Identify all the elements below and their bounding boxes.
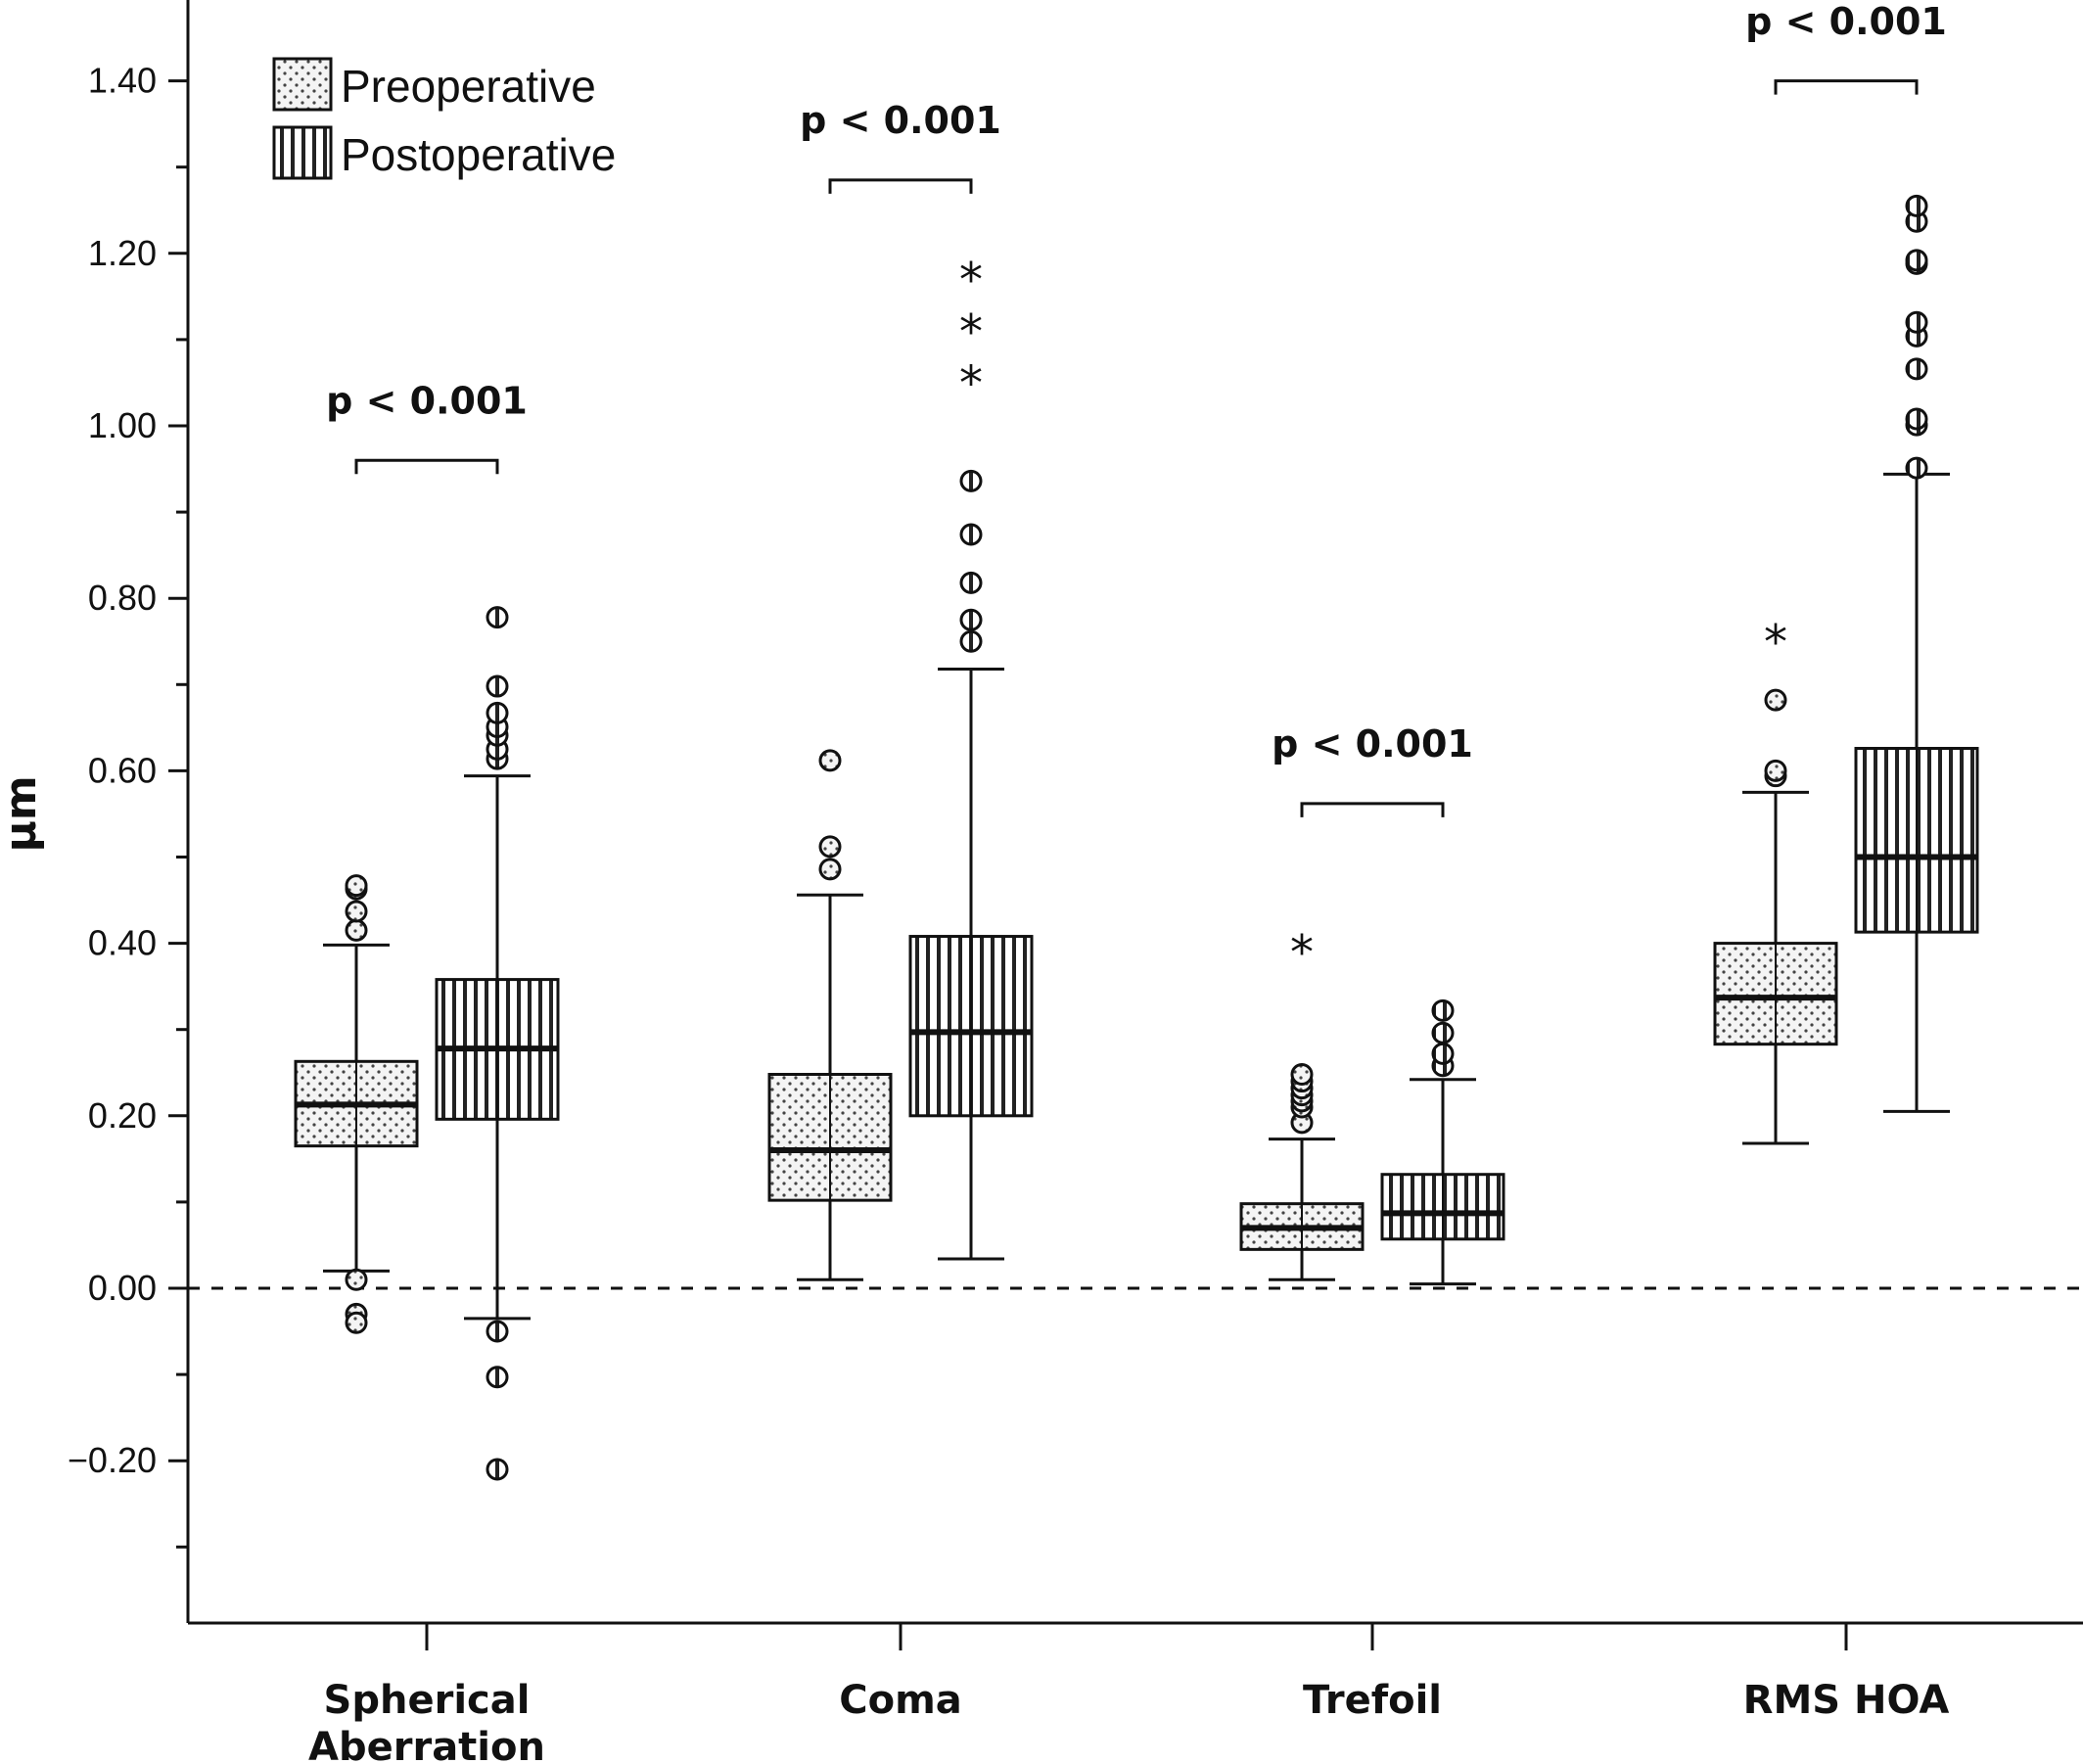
outlier-point bbox=[959, 571, 983, 594]
x-category-label-spherical: Aberration bbox=[308, 1725, 545, 1764]
outlier-point bbox=[1905, 194, 1928, 217]
legend-label-preoperative: Preoperative bbox=[341, 61, 596, 112]
y-tick-label: 1.20 bbox=[88, 233, 157, 273]
extreme-point: * bbox=[959, 304, 983, 359]
outlier-point bbox=[345, 874, 368, 898]
outlier-point bbox=[1905, 456, 1928, 480]
extreme-point: * bbox=[1290, 926, 1314, 981]
outlier-point bbox=[486, 1320, 509, 1343]
y-axis-label: µm bbox=[0, 775, 46, 852]
outlier-point bbox=[959, 469, 983, 492]
significance-label: p < 0.001 bbox=[1745, 0, 1947, 43]
y-tick-label: 0.00 bbox=[88, 1268, 157, 1308]
outlier-point bbox=[1290, 1063, 1314, 1087]
extreme-point: * bbox=[959, 253, 983, 307]
significance-label: p < 0.001 bbox=[1272, 722, 1473, 766]
outlier-point bbox=[486, 1366, 509, 1389]
outlier-point bbox=[1905, 407, 1928, 431]
box-postoperative-rms-hoa bbox=[1854, 194, 1979, 1113]
plot-area: ***** bbox=[294, 194, 1979, 1481]
outlier-point bbox=[345, 900, 368, 923]
significance-bracket bbox=[1774, 79, 1919, 95]
significance-bracket bbox=[828, 178, 973, 194]
outlier-point bbox=[345, 918, 368, 942]
significance-bracket bbox=[354, 458, 499, 475]
outlier-point bbox=[818, 858, 842, 881]
legend-swatch-postoperative bbox=[272, 125, 333, 180]
outlier-point bbox=[1764, 688, 1787, 712]
outlier-point bbox=[1431, 1042, 1455, 1065]
outlier-point bbox=[1431, 998, 1455, 1022]
y-tick-label: 1.00 bbox=[88, 405, 157, 445]
significance-label: p < 0.001 bbox=[326, 380, 528, 423]
outlier-point bbox=[1764, 759, 1787, 782]
outlier-point bbox=[959, 608, 983, 631]
outlier-point bbox=[486, 1458, 509, 1481]
outlier-point bbox=[1431, 1021, 1455, 1044]
outlier-point bbox=[1905, 249, 1928, 272]
y-tick-label: 0.40 bbox=[88, 923, 157, 963]
extreme-point: * bbox=[959, 356, 983, 411]
outlier-point bbox=[959, 523, 983, 546]
outlier-point bbox=[818, 835, 842, 859]
outlier-point bbox=[345, 1311, 368, 1334]
x-category-label-spherical: Spherical bbox=[324, 1678, 531, 1723]
outlier-point bbox=[818, 749, 842, 772]
x-category-label-trefoil: Trefoil bbox=[1303, 1678, 1442, 1723]
box-postoperative-spherical bbox=[435, 606, 560, 1481]
y-tick-label: 0.60 bbox=[88, 750, 157, 790]
outlier-point bbox=[959, 629, 983, 653]
outlier-point bbox=[486, 701, 509, 724]
outlier-point bbox=[486, 674, 509, 698]
outlier-point bbox=[1905, 310, 1928, 334]
significance-label: p < 0.001 bbox=[800, 99, 1001, 142]
outlier-point bbox=[486, 606, 509, 629]
extreme-point: * bbox=[1764, 615, 1787, 670]
outlier-point bbox=[1905, 357, 1928, 381]
legend-label-postoperative: Postoperative bbox=[341, 129, 616, 180]
y-tick-label: 0.80 bbox=[88, 578, 157, 618]
outlier-point bbox=[345, 1268, 368, 1291]
box-preoperative-spherical bbox=[294, 874, 419, 1334]
x-category-label-coma: Coma bbox=[839, 1678, 962, 1723]
y-tick-label: 0.20 bbox=[88, 1095, 157, 1136]
legend: Preoperative Postoperative bbox=[272, 57, 616, 180]
y-tick-label: 1.40 bbox=[88, 61, 157, 101]
legend-swatch-preoperative bbox=[272, 57, 333, 112]
significance-bracket bbox=[1300, 802, 1445, 817]
x-category-label-rms-hoa: RMS HOA bbox=[1743, 1678, 1950, 1723]
y-tick-label: −0.20 bbox=[68, 1440, 157, 1480]
box-preoperative-coma bbox=[767, 749, 893, 1281]
box-preoperative-trefoil: * bbox=[1239, 926, 1365, 1281]
box-postoperative-coma: *** bbox=[908, 253, 1034, 1261]
box-postoperative-trefoil bbox=[1380, 998, 1505, 1286]
box-preoperative-rms-hoa: * bbox=[1713, 615, 1838, 1145]
significance-annotations: p < 0.001 p < 0.001 p < 0.001 p < 0.001 bbox=[326, 0, 1947, 817]
